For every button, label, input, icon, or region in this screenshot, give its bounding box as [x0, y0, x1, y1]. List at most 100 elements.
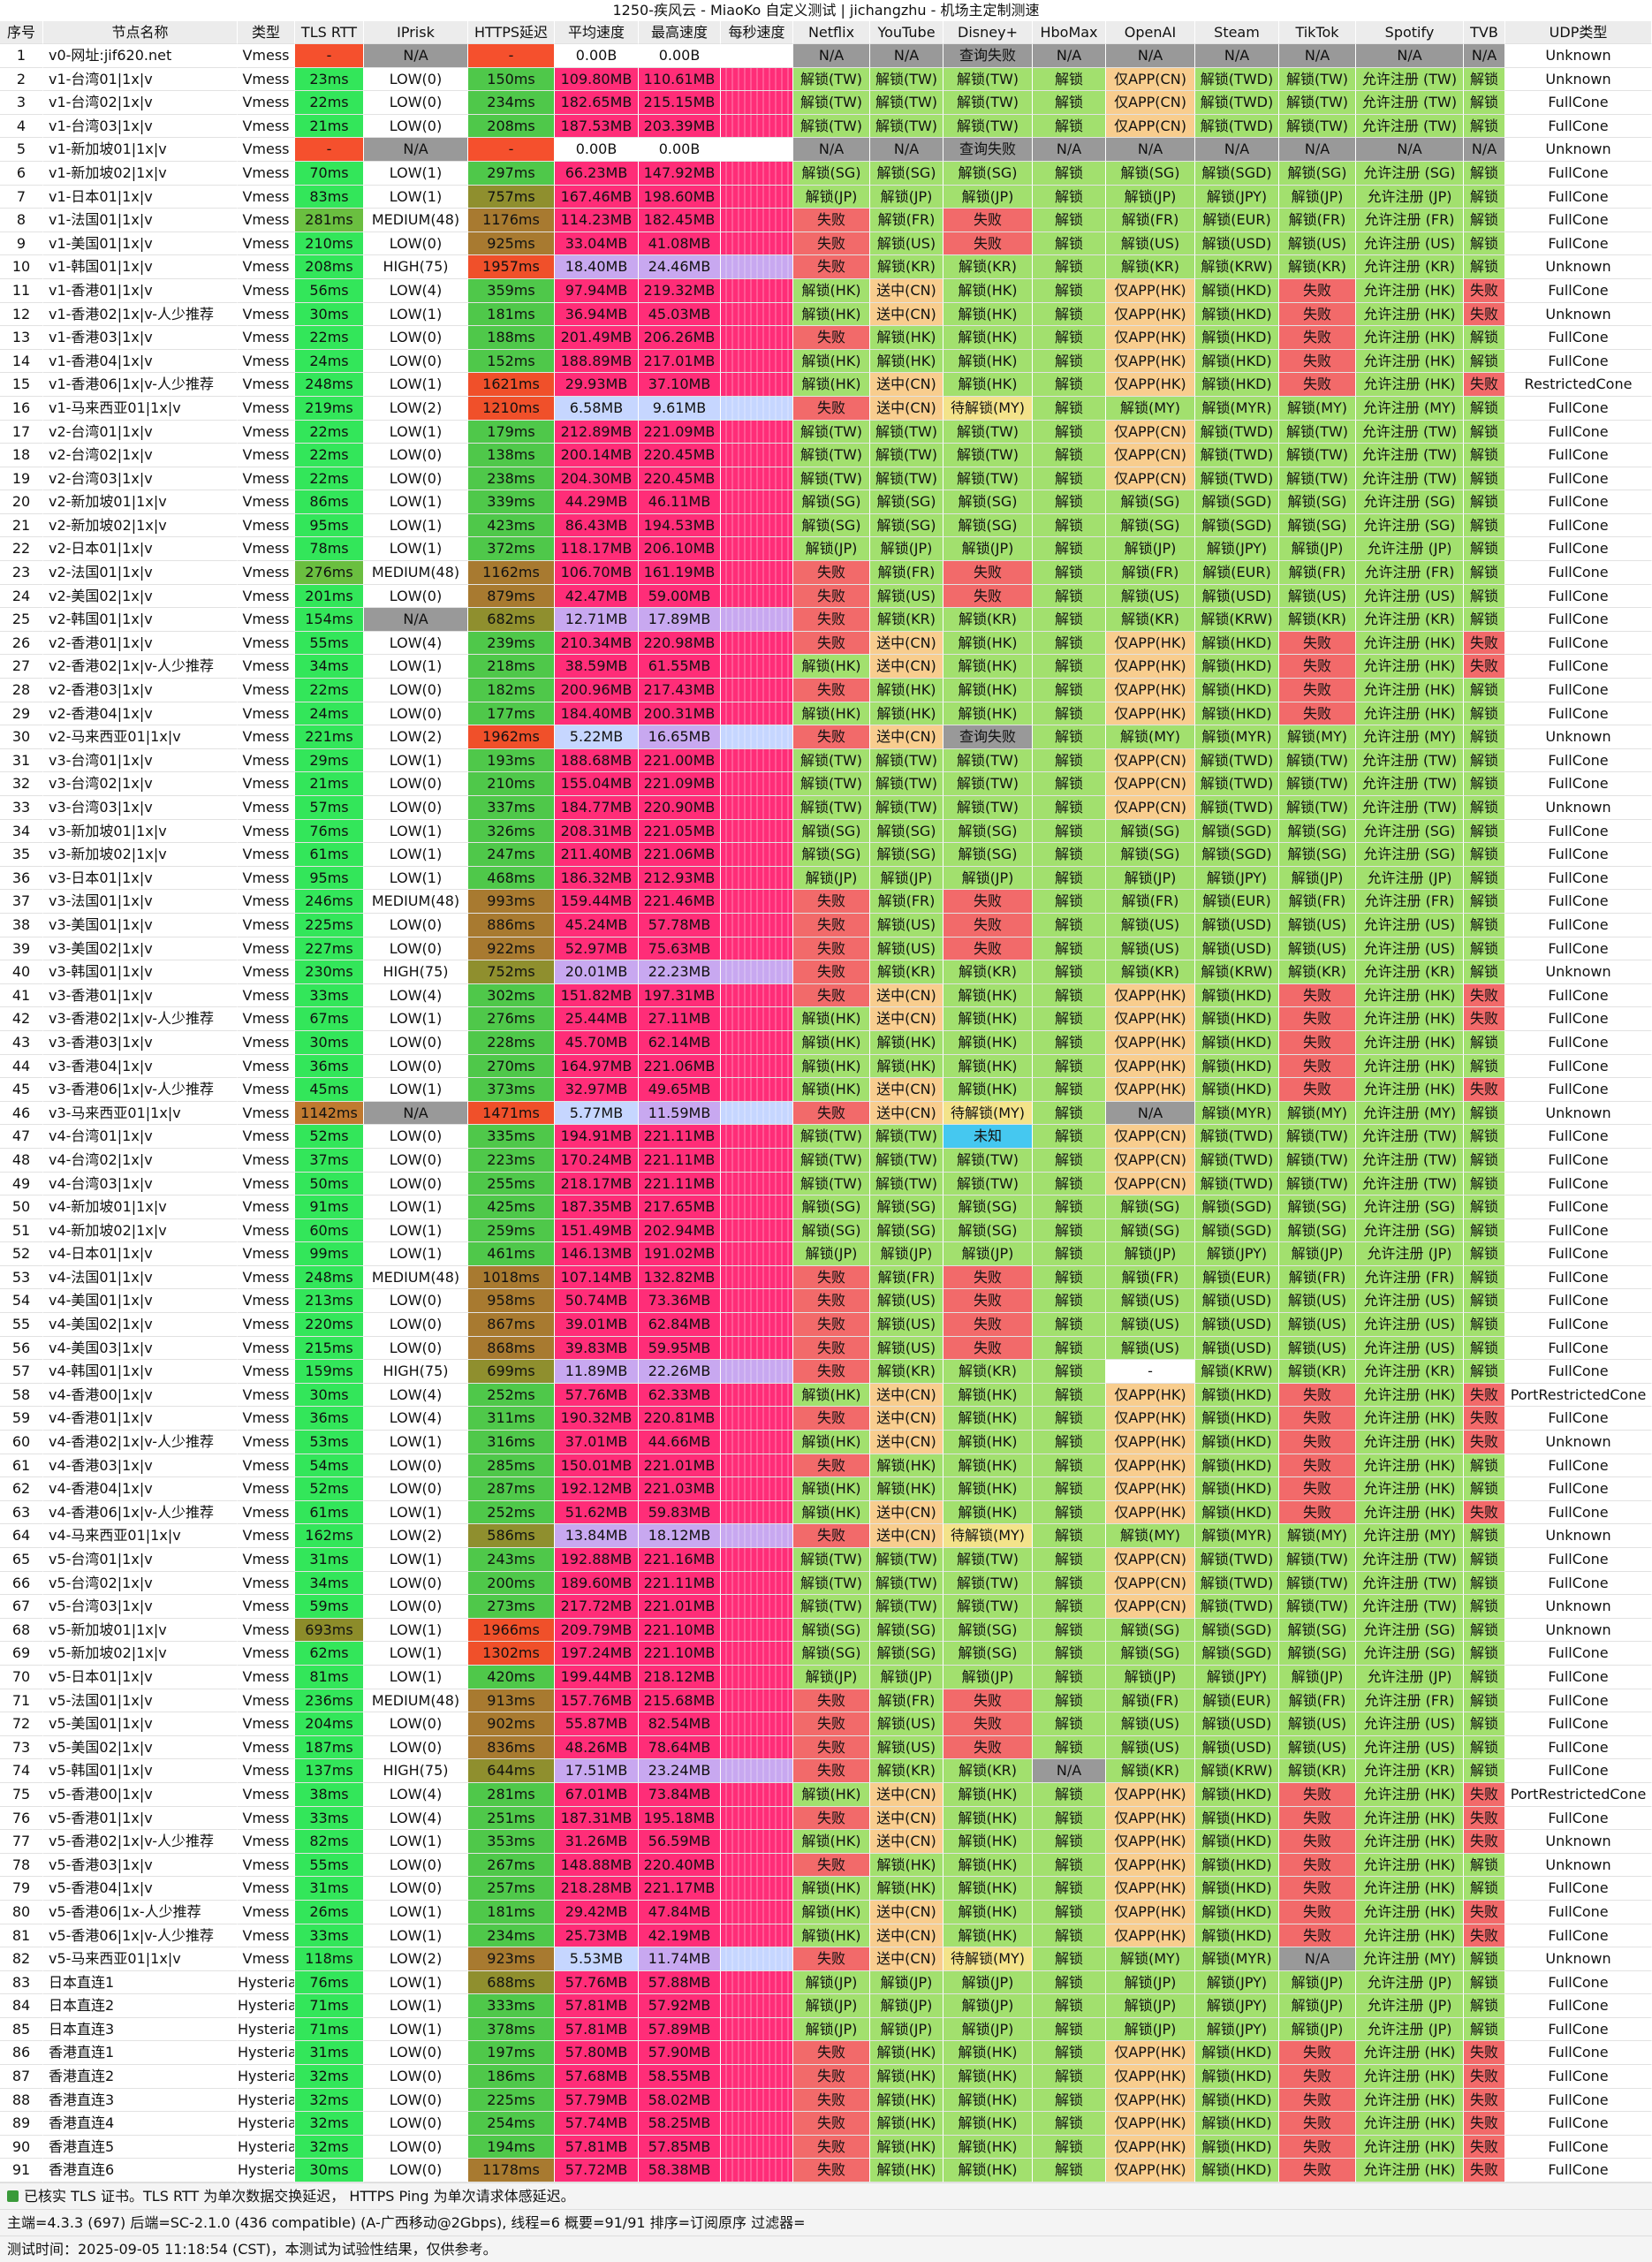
table-cell: 失败: [1279, 1877, 1356, 1901]
table-cell: 失败: [793, 1689, 870, 1713]
table-cell: 失败: [1464, 1830, 1505, 1854]
table-cell: 解锁(JP): [793, 185, 870, 209]
table-cell: LOW(0): [364, 91, 468, 115]
table-cell: 解锁: [1464, 91, 1505, 115]
table-cell: FullCone: [1505, 748, 1652, 773]
table-cell: 解锁(MY): [1279, 1101, 1356, 1126]
table-cell: 解锁: [1464, 1030, 1505, 1055]
table-cell: 解锁(JPY): [1195, 1242, 1279, 1266]
table-cell: 解锁(US): [1106, 1712, 1195, 1736]
table-cell: 解锁(HK): [943, 631, 1033, 656]
table-cell: 154ms: [295, 608, 364, 632]
table-cell: 200.31MB: [639, 702, 721, 726]
table-cell: 解锁: [1033, 819, 1106, 844]
table-cell: 59.00MB: [639, 584, 721, 609]
table-cell: 解锁: [1033, 114, 1106, 139]
table-cell: 解锁(HK): [870, 2088, 943, 2113]
table-cell: 解锁(KR): [1279, 1759, 1356, 1783]
table-cell: 88: [0, 2088, 43, 2113]
table-cell: 仅APP(CN): [1106, 467, 1195, 491]
table-cell: 查询失败: [943, 138, 1033, 162]
speed-sparkline: [721, 725, 793, 749]
table-cell: 解锁(HKD): [1195, 1853, 1279, 1878]
table-cell: 解锁(HK): [793, 1900, 870, 1924]
table-cell: 解锁(TW): [793, 114, 870, 139]
table-cell: FullCone: [1505, 1571, 1652, 1596]
table-cell: 194ms: [468, 2135, 555, 2160]
table-cell: 解锁(TW): [793, 91, 870, 115]
table-cell: 解锁: [1464, 1524, 1505, 1548]
table-cell: 解锁(SG): [1106, 1196, 1195, 1219]
table-cell: 解锁(SG): [793, 1218, 870, 1243]
table-cell: 解锁(US): [1279, 1313, 1356, 1337]
table-cell: 82ms: [295, 1830, 364, 1854]
table-row: 87香港直连2Hysteria232msLOW(0)186ms57.68MB58…: [0, 2065, 1652, 2089]
table-cell: 解锁(US): [1106, 584, 1195, 609]
table-row: 14 v1-香港04|1x|v Vmess 24ms LOW(0) 152ms 188.89…: [0, 349, 1652, 374]
table-cell: 解锁(MYR): [1195, 1947, 1279, 1971]
table-cell: 允许注册 (HK): [1356, 2065, 1464, 2089]
table-cell: 香港直连1: [43, 2041, 238, 2066]
table-cell: 337ms: [468, 796, 555, 820]
table-cell: 77: [0, 1830, 43, 1854]
table-cell: 允许注册 (JP): [1356, 1994, 1464, 2018]
table-cell: 允许注册 (SG): [1356, 1618, 1464, 1643]
table-cell: v2-马来西亚01|1x|v: [43, 725, 238, 749]
table-cell: 211.40MB: [555, 843, 639, 867]
table-cell: 送中(CN): [870, 1431, 943, 1454]
table-cell: 解锁(JPY): [1195, 185, 1279, 209]
speed-sparkline: [721, 866, 793, 891]
table-cell: Vmess: [238, 890, 295, 914]
table-cell: FullCone: [1505, 91, 1652, 115]
table-cell: 11: [0, 278, 43, 303]
table-cell: 359ms: [468, 278, 555, 303]
table-cell: 236ms: [295, 1689, 364, 1713]
speed-sparkline: [721, 232, 793, 256]
table-cell: 解锁(TW): [870, 1148, 943, 1173]
table-cell: 解锁(TW): [1279, 114, 1356, 139]
table-cell: 1142ms: [295, 1101, 364, 1126]
table-cell: 35: [0, 843, 43, 867]
table-cell: Vmess: [238, 1289, 295, 1314]
table-row: 49 v4-台湾03|1x|v Vmess 50ms LOW(0) 255ms 218.17…: [0, 1172, 1652, 1196]
table-cell: 67.01MB: [555, 1782, 639, 1807]
speed-sparkline: [721, 1500, 793, 1525]
table-cell: FullCone: [1505, 420, 1652, 444]
table-cell: 51: [0, 1218, 43, 1243]
table-cell: 失败: [1279, 1431, 1356, 1454]
table-cell: 解锁(HK): [870, 326, 943, 350]
table-cell: 解锁(US): [870, 913, 943, 937]
table-row: 59 v4-香港01|1x|v Vmess 36ms LOW(4) 311ms 190.32…: [0, 1407, 1652, 1431]
table-cell: 失败: [793, 1947, 870, 1971]
table-cell: 423ms: [468, 513, 555, 538]
table-cell: 解锁(MYR): [1195, 725, 1279, 749]
table-cell: v4-新加坡02|1x|v: [43, 1218, 238, 1243]
table-cell: 解锁(SGD): [1195, 1618, 1279, 1643]
table-cell: 解锁: [1464, 1665, 1505, 1689]
table-cell: 解锁: [1464, 1595, 1505, 1619]
table-cell: Vmess: [238, 1595, 295, 1619]
table-cell: 失败: [793, 396, 870, 421]
table-cell: FullCone: [1505, 1759, 1652, 1783]
table-cell: 38: [0, 913, 43, 937]
table-cell: 64: [0, 1524, 43, 1548]
table-cell: Vmess: [238, 161, 295, 186]
table-cell: v1-台湾02|1x|v: [43, 91, 238, 115]
table-cell: 解锁(TW): [870, 444, 943, 467]
table-cell: LOW(0): [364, 1289, 468, 1314]
table-cell: -: [295, 44, 364, 68]
table-cell: 解锁: [1464, 1101, 1505, 1126]
table-cell: 解锁: [1033, 537, 1106, 562]
table-row: 85日本直连3Hysteria271msLOW(1)378ms57.81MB57…: [0, 2017, 1652, 2042]
table-cell: v1-香港02|1x|v-人少推荐: [43, 302, 238, 327]
table-cell: 287ms: [468, 1477, 555, 1501]
table-cell: 78ms: [295, 537, 364, 562]
table-cell: 允许注册 (HK): [1356, 631, 1464, 656]
table-cell: 24ms: [295, 702, 364, 726]
table-cell: 允许注册 (MY): [1356, 396, 1464, 421]
table-row: 50 v4-新加坡01|1x|v Vmess 91ms LOW(1) 425ms 187.3…: [0, 1196, 1652, 1219]
table-row: 25 v2-韩国01|1x|v Vmess 154ms N/A 682ms 12.71MB 1…: [0, 608, 1652, 632]
table-cell: 22.23MB: [639, 960, 721, 984]
table-cell: 解锁(JP): [1279, 1242, 1356, 1266]
table-row: 36 v3-日本01|1x|v Vmess 95ms LOW(1) 468ms 186.32…: [0, 866, 1652, 891]
